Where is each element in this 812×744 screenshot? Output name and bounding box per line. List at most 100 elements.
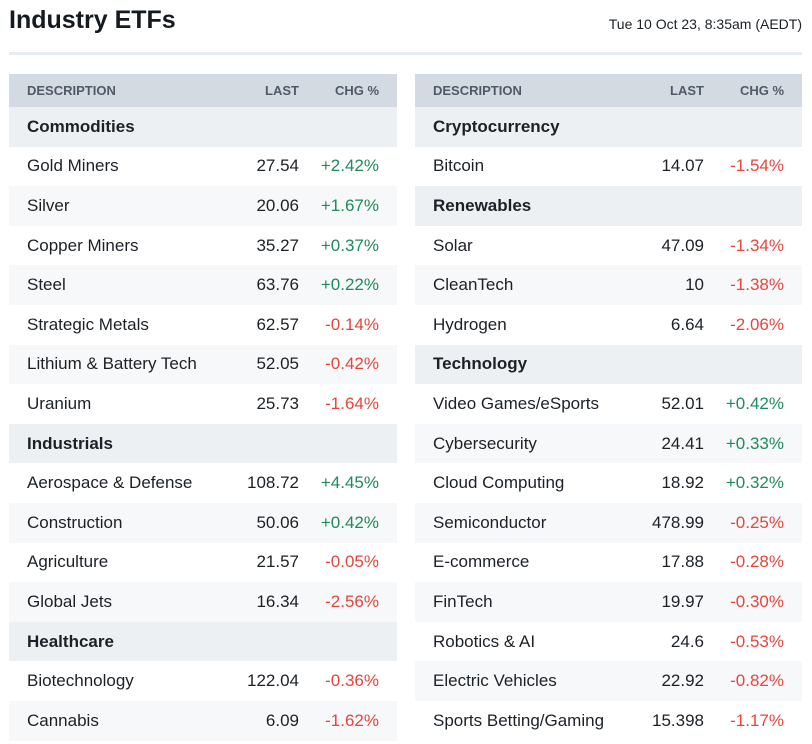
etf-name[interactable]: Aerospace & Defense: [27, 473, 193, 493]
etf-change: -0.36%: [325, 671, 379, 691]
table-row[interactable]: Cannabis 6.09 -1.62%: [9, 700, 397, 741]
etf-last: 24.41: [661, 433, 704, 453]
etf-last: 18.92: [661, 473, 704, 493]
etf-last: 63.76: [256, 275, 299, 295]
etf-last: 47.09: [661, 235, 704, 255]
table-row[interactable]: Solar 47.09 -1.34%: [415, 226, 802, 266]
etf-name[interactable]: Copper Miners: [27, 235, 139, 255]
column-header-chg[interactable]: CHG %: [334, 83, 379, 98]
column-header-description[interactable]: DESCRIPTION: [433, 83, 522, 98]
etf-name[interactable]: Strategic Metals: [27, 314, 149, 334]
group-header: Healthcare: [9, 621, 397, 662]
etf-change: -0.25%: [730, 512, 784, 532]
column-header-last[interactable]: LAST: [265, 83, 299, 98]
table-row[interactable]: E-commerce 17.88 -0.28%: [415, 543, 802, 583]
table-row[interactable]: Copper Miners 35.27 +0.37%: [9, 226, 397, 266]
table-row[interactable]: Hydrogen 6.64 -2.06%: [415, 305, 802, 345]
etf-name[interactable]: Lithium & Battery Tech: [27, 354, 197, 374]
etf-last: 22.92: [661, 671, 704, 691]
etf-name[interactable]: Solar: [433, 235, 473, 255]
etf-last: 478.99: [652, 512, 704, 532]
etf-last: 35.27: [256, 235, 299, 255]
table-row[interactable]: Global Jets 16.34 -2.56%: [9, 582, 397, 622]
etf-change: -0.14%: [325, 314, 379, 334]
etf-name[interactable]: Cybersecurity: [433, 433, 537, 453]
group-header: Commodities: [9, 107, 397, 147]
etf-name[interactable]: Bitcoin: [433, 156, 485, 176]
etf-last: 52.05: [256, 354, 299, 374]
group-label: Technology: [433, 354, 528, 374]
etf-name[interactable]: Sports Betting/Gaming: [433, 710, 605, 730]
etf-last: 52.01: [661, 393, 704, 413]
etf-last: 21.57: [256, 552, 299, 572]
etf-change: +0.22%: [320, 275, 379, 295]
table-row[interactable]: Bitcoin 14.07 -1.54%: [415, 147, 802, 187]
group-label: Commodities: [27, 116, 135, 136]
group-header: Renewables: [415, 186, 802, 226]
etf-last: 16.34: [256, 591, 299, 611]
table-row[interactable]: Aerospace & Defense 108.72 +4.45%: [9, 463, 397, 503]
etf-change: -0.53%: [730, 631, 784, 651]
table-row[interactable]: Strategic Metals 62.57 -0.14%: [9, 305, 397, 345]
etf-name[interactable]: Cloud Computing: [433, 473, 565, 493]
table-row[interactable]: Uranium 25.73 -1.64%: [9, 384, 397, 424]
etf-name[interactable]: CleanTech: [433, 275, 514, 295]
page-title: Industry ETFs: [9, 6, 176, 34]
etf-name[interactable]: Cannabis: [27, 710, 99, 730]
etf-name[interactable]: Biotechnology: [27, 671, 134, 691]
table-row[interactable]: Sports Betting/Gaming 15.398 -1.17%: [415, 701, 802, 741]
etf-name[interactable]: FinTech: [433, 591, 493, 611]
etf-name[interactable]: Uranium: [27, 393, 92, 413]
etf-last: 10: [685, 275, 704, 295]
group-label: Cryptocurrency: [433, 116, 560, 136]
etf-last: 14.07: [661, 156, 704, 176]
table-row[interactable]: Silver 20.06 +1.67%: [9, 186, 397, 226]
table-row[interactable]: CleanTech 10 -1.38%: [415, 265, 802, 305]
column-header-chg[interactable]: CHG %: [739, 83, 784, 98]
etf-change: -1.17%: [730, 710, 784, 730]
table-row[interactable]: Construction 50.06 +0.42%: [9, 502, 397, 543]
table-row[interactable]: Biotechnology 122.04 -0.36%: [9, 661, 397, 701]
etf-name[interactable]: Electric Vehicles: [433, 671, 557, 691]
etf-name[interactable]: Hydrogen: [433, 314, 507, 334]
table-row[interactable]: Robotics & AI 24.6 -0.53%: [415, 622, 802, 662]
column-header-last[interactable]: LAST: [670, 83, 704, 98]
table-row[interactable]: Cybersecurity 24.41 +0.33%: [415, 423, 802, 464]
column-header-description[interactable]: DESCRIPTION: [27, 83, 116, 98]
etf-name[interactable]: E-commerce: [433, 552, 530, 572]
etf-name[interactable]: Agriculture: [27, 552, 109, 572]
etf-change: +2.42%: [320, 156, 379, 176]
etf-name[interactable]: Steel: [27, 275, 66, 295]
table-row[interactable]: Cloud Computing 18.92 +0.32%: [415, 463, 802, 503]
etf-change: -0.30%: [730, 591, 784, 611]
group-label: Renewables: [433, 195, 532, 215]
etf-last: 50.06: [256, 512, 299, 532]
etf-name[interactable]: Silver: [27, 195, 70, 215]
table-row[interactable]: Lithium & Battery Tech 52.05 -0.42%: [9, 344, 397, 385]
table-row[interactable]: Video Games/eSports 52.01 +0.42%: [415, 384, 802, 424]
etf-name[interactable]: Robotics & AI: [433, 631, 536, 651]
table-row[interactable]: Agriculture 21.57 -0.05%: [9, 543, 397, 583]
etf-last: 27.54: [256, 156, 299, 176]
table-header: DESCRIPTION LAST CHG %: [415, 74, 802, 107]
etf-change: -0.82%: [730, 671, 784, 691]
group-header: Industrials: [9, 423, 397, 464]
etf-name[interactable]: Video Games/eSports: [433, 393, 599, 413]
table-row[interactable]: FinTech 19.97 -0.30%: [415, 582, 802, 622]
etf-change: -2.06%: [730, 314, 784, 334]
etf-name[interactable]: Construction: [27, 512, 123, 532]
etf-table-right: DESCRIPTION LAST CHG % Cryptocurrency Bitcoi…: [415, 74, 802, 741]
etf-last: 17.88: [661, 552, 704, 572]
etf-last: 15.398: [652, 710, 704, 730]
etf-name[interactable]: Semiconductor: [433, 512, 547, 532]
etf-change: -0.42%: [325, 354, 379, 374]
table-row[interactable]: Electric Vehicles 22.92 -0.82%: [415, 661, 802, 701]
table-row[interactable]: Steel 63.76 +0.22%: [9, 265, 397, 305]
etf-name[interactable]: Gold Miners: [27, 156, 119, 176]
table-row[interactable]: Gold Miners 27.54 +2.42%: [9, 147, 397, 187]
table-row[interactable]: Semiconductor 478.99 -0.25%: [415, 502, 802, 543]
etf-change: +0.37%: [320, 235, 379, 255]
etf-name[interactable]: Global Jets: [27, 591, 113, 611]
etf-last: 6.09: [265, 710, 299, 730]
etf-change: -2.56%: [325, 591, 379, 611]
